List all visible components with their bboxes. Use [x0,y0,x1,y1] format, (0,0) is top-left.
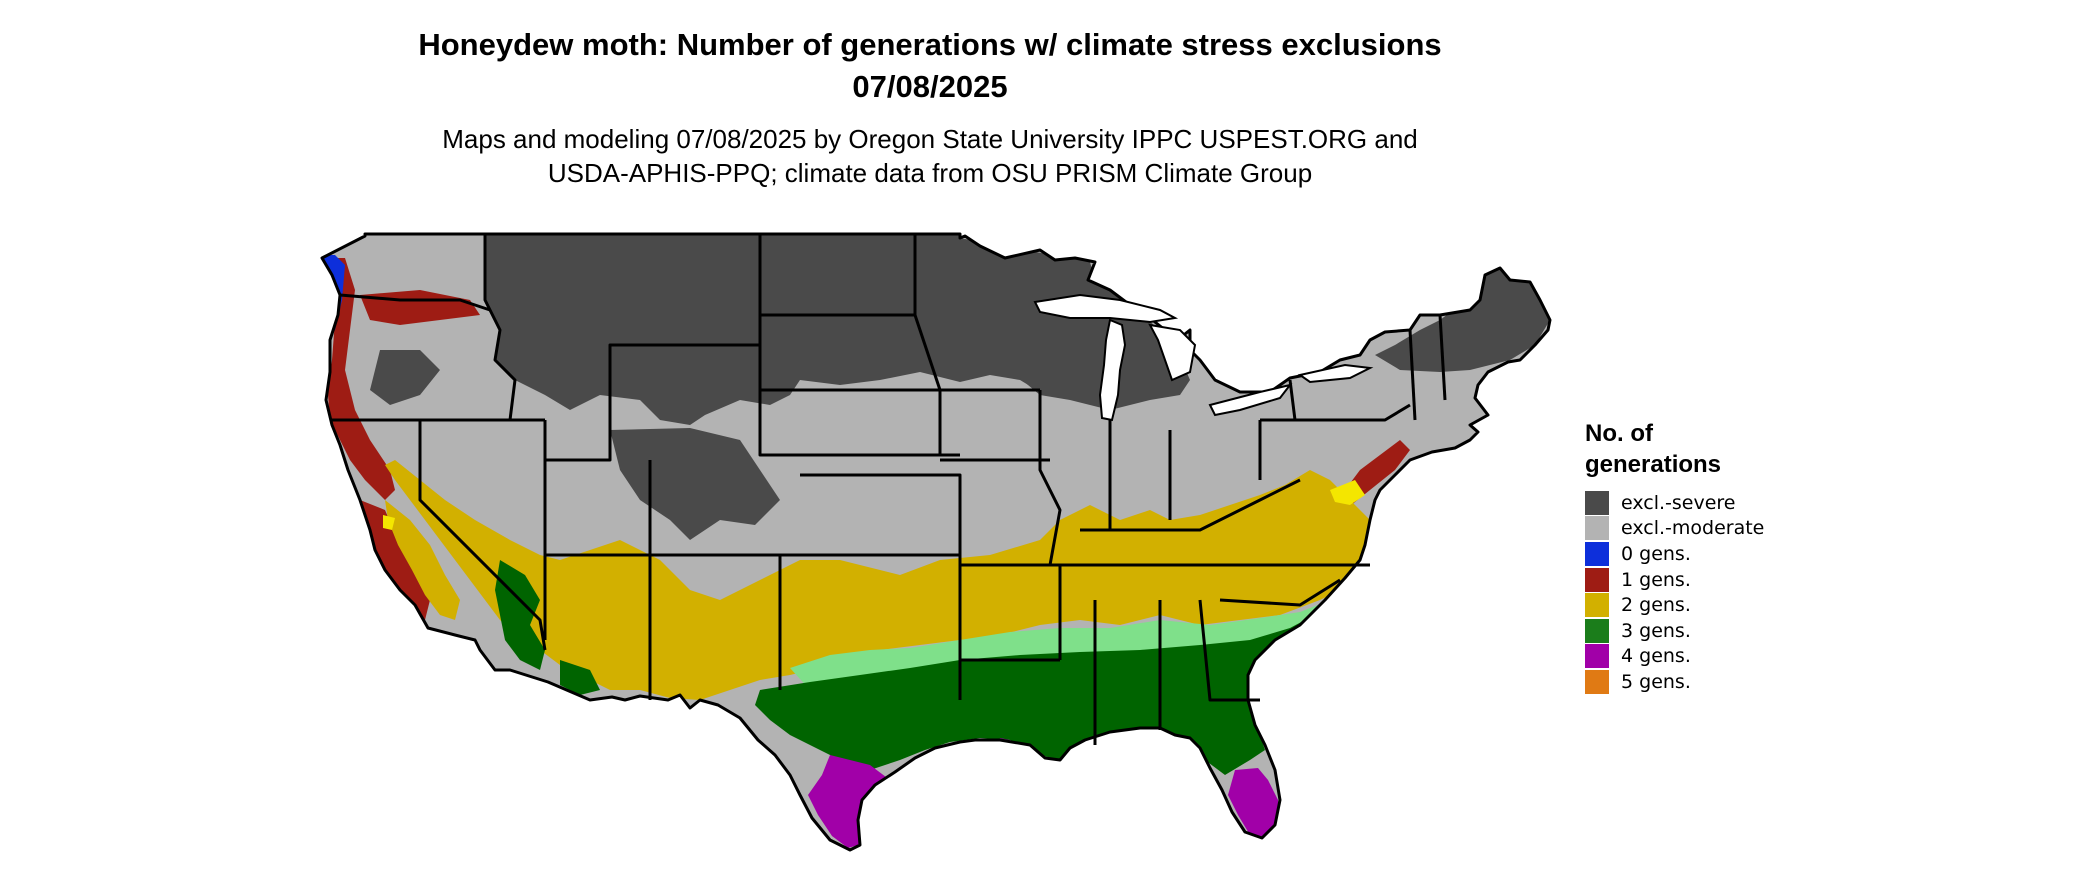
great-lakes [1033,293,1374,422]
zone-2-gens-south [385,460,1370,700]
legend-swatch [1585,541,1609,566]
legend-label: 3 gens. [1621,619,1691,642]
legend-swatch [1585,490,1609,515]
zone-excl-severe-new-england [1375,268,1550,372]
legend-item-excl-severe: excl.-severe [1585,490,1905,516]
map-subtitle: Maps and modeling 07/08/2025 by Oregon S… [0,122,1860,190]
legend-label: excl.-severe [1621,491,1736,514]
legend-item-5-gens: 5 gens. [1585,669,1905,695]
lake-erie [1208,383,1293,417]
zone-excl-severe-north [485,234,1175,425]
zone-excl-severe-colorado [610,428,780,540]
zone-excl-severe-great-lakes [995,290,1190,410]
map-title: Honeydew moth: Number of generations w/ … [0,24,1860,108]
legend: No. of generations excl.-severe excl.-mo… [1585,418,1905,695]
zone-3-gens-arizona-south [560,660,600,695]
legend-label: 1 gens. [1621,568,1691,591]
legend-item-4-gens: 4 gens. [1585,644,1905,670]
map-subtitle-line-1: Maps and modeling 07/08/2025 by Oregon S… [442,124,1418,154]
zone-2-gens-bright-california [383,515,395,530]
lake-superior [1033,293,1179,324]
legend-item-1-gens: 1 gens. [1585,567,1905,593]
zone-2-gens-bright-virginia [1330,480,1365,505]
legend-swatch [1585,516,1609,541]
zone-4-gens-florida [1228,768,1280,838]
lake-ontario [1297,363,1374,384]
map-title-line-1: Honeydew moth: Number of generations w/ … [418,27,1442,62]
lake-huron [1148,323,1197,382]
legend-label: excl.-moderate [1621,517,1765,540]
legend-title: No. of generations [1585,418,1905,480]
legend-swatch [1585,567,1609,592]
zone-excl-severe-west-patches [370,350,440,405]
map-title-line-2: 07/08/2025 [852,69,1008,104]
legend-swatch [1585,593,1609,618]
legend-swatch [1585,618,1609,643]
legend-label: 4 gens. [1621,645,1691,668]
legend-item-2-gens: 2 gens. [1585,592,1905,618]
legend-swatch [1585,644,1609,669]
state-borders [320,232,1552,852]
zone-2-gens-california-valley [385,500,460,620]
legend-title-line-1: No. of [1585,420,1653,447]
legend-title-line-2: generations [1585,451,1722,478]
legend-item-3-gens: 3 gens. [1585,618,1905,644]
zone-1-gens-california-coast [360,500,430,620]
legend-swatch [1585,669,1609,694]
legend-label: 5 gens. [1621,670,1691,693]
zone-5-gens-florida-keys [1230,858,1262,872]
legend-item-excl-moderate: excl.-moderate [1585,516,1905,542]
legend-item-0-gens: 0 gens. [1585,541,1905,567]
legend-label: 2 gens. [1621,594,1691,617]
legend-label: 0 gens. [1621,542,1691,565]
us-outline [320,232,1552,852]
lake-michigan [1098,318,1127,422]
zone-1-gens-pacific [322,258,395,500]
map-subtitle-line-2: USDA-APHIS-PPQ; climate data from OSU PR… [547,158,1313,188]
zone-3-gens-gulf [755,585,1360,775]
